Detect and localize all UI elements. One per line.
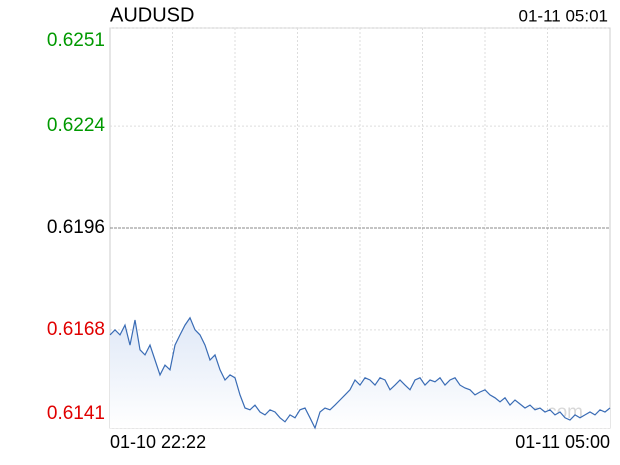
y-tick-label: 0.6141 xyxy=(47,403,105,424)
y-tick-label: 0.6168 xyxy=(47,319,105,340)
y-tick-label: 0.6224 xyxy=(47,115,106,136)
x-end-label: 01-11 05:00 xyxy=(515,432,610,452)
line xyxy=(109,316,611,430)
chart-title: AUDUSD xyxy=(110,4,194,26)
y-tick-label: 0.6196 xyxy=(47,217,105,238)
x-start-label: 01-10 22:22 xyxy=(110,432,206,452)
timestamp: 01-11 05:01 xyxy=(519,6,608,25)
area xyxy=(110,317,610,428)
y-tick-label: 0.6251 xyxy=(47,30,105,51)
